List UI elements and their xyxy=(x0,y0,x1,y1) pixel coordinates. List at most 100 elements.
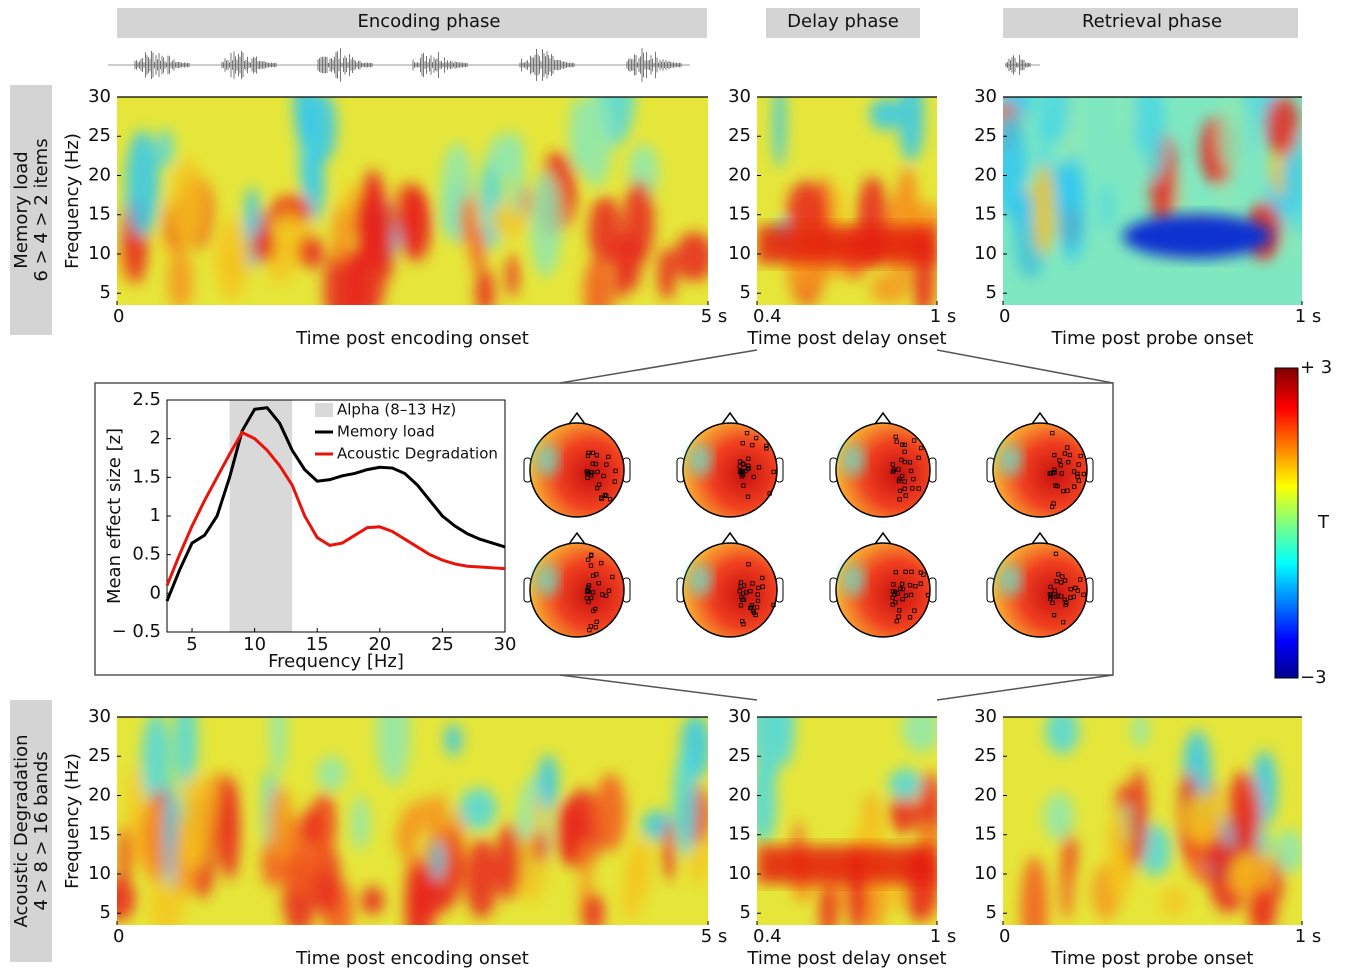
y-tick-label: 25 xyxy=(728,745,751,766)
topo-electrode xyxy=(1052,452,1057,458)
y-tick-label: 20 xyxy=(88,784,111,805)
topo-electrode xyxy=(1073,585,1078,591)
heatmap-blob xyxy=(470,225,486,274)
heatmap-blob xyxy=(342,250,369,305)
topo-head xyxy=(992,542,1088,638)
y-tick-label: 15 xyxy=(728,824,751,845)
topo-nose xyxy=(874,411,892,425)
y-tick-label: 15 xyxy=(88,204,111,225)
heatmap-blob xyxy=(1273,829,1302,873)
y-tick-label: 20 xyxy=(974,784,997,805)
connector xyxy=(559,674,758,701)
topo-electrode xyxy=(897,497,902,502)
topo-electrode xyxy=(754,605,760,610)
topo-electrode xyxy=(1051,613,1057,618)
colorbar-tick-label: + 3 xyxy=(1300,357,1332,378)
topo-electrode xyxy=(737,464,742,469)
topo-electrode xyxy=(1061,620,1066,625)
topo-electrode xyxy=(751,474,756,480)
topo-electrode xyxy=(902,442,907,448)
heatmap-blob xyxy=(250,229,277,263)
heatmap-blob xyxy=(139,798,171,884)
heatmap-blob xyxy=(1060,848,1074,921)
phase-title: Retrieval phase xyxy=(1082,11,1222,32)
topo-electrode xyxy=(902,486,907,491)
heatmap-blob xyxy=(1283,145,1299,213)
topo-electrode xyxy=(1047,471,1052,476)
heatmap-field xyxy=(757,97,937,305)
x-tick-label: 1 s xyxy=(930,926,957,947)
topo-electrode xyxy=(1064,600,1069,605)
topo-electrode xyxy=(919,445,924,451)
heatmap-blob xyxy=(673,748,698,856)
heatmap-blobs xyxy=(117,97,708,305)
topo-electrode xyxy=(925,592,931,598)
heatmap-field xyxy=(1003,97,1302,305)
topo-electrode xyxy=(604,462,609,467)
heatmap-blob xyxy=(332,208,349,265)
heatmap-blob xyxy=(1183,792,1224,845)
y-tick-label: 20 xyxy=(728,784,751,805)
topo-nose xyxy=(568,531,586,545)
topo-electrode xyxy=(908,468,914,474)
topo-electrode xyxy=(746,456,751,461)
topo-electrode xyxy=(1048,584,1053,590)
x-tick-label: 15 xyxy=(306,634,329,655)
topo-electrode xyxy=(1052,588,1057,593)
topo-electrode xyxy=(898,586,903,591)
topo-electrode xyxy=(890,602,895,607)
heatmap-blob xyxy=(305,97,337,164)
topo-electrode xyxy=(594,453,599,458)
heatmap-field xyxy=(1003,717,1302,925)
x-tick-label: 10 xyxy=(243,634,266,655)
topo-electrode xyxy=(903,593,909,598)
y-tick-label: 30 xyxy=(728,706,751,727)
heatmap-blob xyxy=(529,171,562,278)
y-tick-label: 30 xyxy=(728,86,751,107)
heatmap-blob xyxy=(563,788,602,871)
topo-electrode xyxy=(585,453,591,458)
line-series xyxy=(165,406,506,602)
topo-electrode xyxy=(585,589,590,594)
y-tick-label: 5 xyxy=(986,282,997,303)
topo-blob xyxy=(688,444,712,476)
topo-electrode xyxy=(907,615,913,620)
y-tick-label: 10 xyxy=(728,243,751,264)
x-tick-label: 1 s xyxy=(1295,306,1322,327)
connector xyxy=(559,349,758,384)
x-tick-label: 1 s xyxy=(930,306,957,327)
topo-electrode xyxy=(907,583,913,588)
heatmap-blob xyxy=(157,128,174,169)
heatmap-blob xyxy=(490,201,529,238)
heatmap-blob xyxy=(581,892,605,925)
heatmap-blob xyxy=(297,234,324,270)
y-tick-label: 25 xyxy=(728,125,751,146)
topo-electrode xyxy=(902,459,907,465)
connector xyxy=(936,349,1114,384)
heatmap-blob xyxy=(583,256,613,305)
y-axis-label: Frequency (Hz) xyxy=(62,133,83,269)
heatmap-blob xyxy=(431,840,445,881)
topo-electrode xyxy=(1051,501,1056,506)
topo-electrode xyxy=(591,573,596,578)
topo-electrode xyxy=(606,588,612,593)
y-tick-label: 0.5 xyxy=(132,544,161,565)
topo-electrode xyxy=(741,621,746,627)
waveform xyxy=(519,48,575,82)
topo-electrode xyxy=(743,468,749,474)
topo-electrode xyxy=(764,446,769,451)
topo-electrode xyxy=(746,562,751,567)
topo-electrode xyxy=(586,557,591,562)
topo-electrode xyxy=(911,476,916,482)
topo-nose xyxy=(1031,411,1049,425)
y-tick-label: 5 xyxy=(986,902,997,923)
heatmap-blob xyxy=(773,97,786,169)
heatmap-blob xyxy=(167,249,194,305)
heatmap-blob xyxy=(464,838,498,919)
topo-electrode xyxy=(897,488,903,494)
topo-electrode xyxy=(745,494,751,499)
heatmap-blob xyxy=(141,717,171,810)
topo-nose xyxy=(874,531,892,545)
topo-electrode xyxy=(751,610,757,615)
topo-electrode xyxy=(746,463,751,468)
